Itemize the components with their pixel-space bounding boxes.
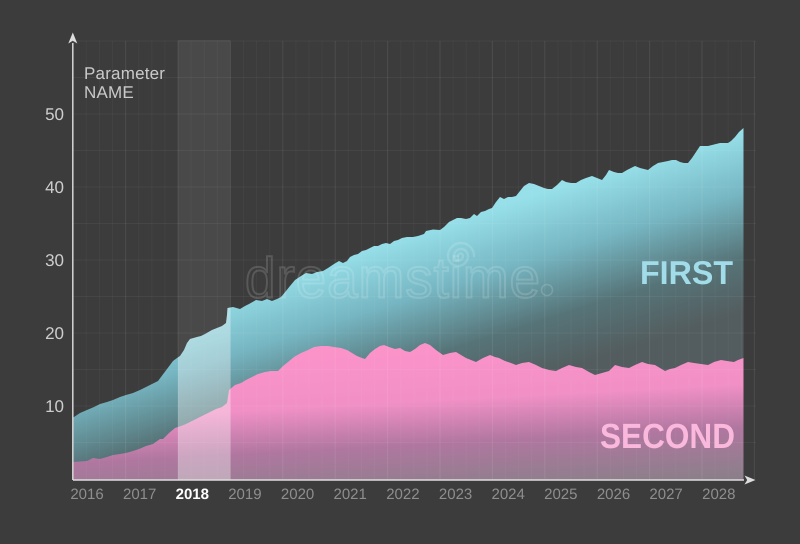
svg-text:2021: 2021 <box>334 486 367 503</box>
svg-text:40: 40 <box>45 178 64 197</box>
svg-text:2028: 2028 <box>702 486 735 503</box>
svg-text:10: 10 <box>45 397 64 416</box>
svg-text:2023: 2023 <box>439 486 472 503</box>
svg-text:2026: 2026 <box>597 486 630 503</box>
svg-text:2019: 2019 <box>228 486 261 503</box>
svg-text:SECOND: SECOND <box>600 417 735 456</box>
svg-text:2020: 2020 <box>281 486 314 503</box>
svg-text:2024: 2024 <box>492 486 525 503</box>
svg-text:20: 20 <box>45 324 64 343</box>
svg-text:2017: 2017 <box>123 486 156 503</box>
svg-text:NAME: NAME <box>84 83 134 102</box>
svg-text:FIRST: FIRST <box>640 254 733 291</box>
svg-text:2022: 2022 <box>386 486 419 503</box>
svg-text:2016: 2016 <box>70 486 103 503</box>
svg-text:Parameter: Parameter <box>84 64 165 83</box>
svg-text:2027: 2027 <box>649 486 682 503</box>
svg-text:dreamstime: dreamstime <box>245 247 541 311</box>
svg-text:2025: 2025 <box>544 486 577 503</box>
svg-text:2018: 2018 <box>176 486 209 503</box>
svg-text:30: 30 <box>45 251 64 270</box>
svg-text:50: 50 <box>45 105 64 124</box>
